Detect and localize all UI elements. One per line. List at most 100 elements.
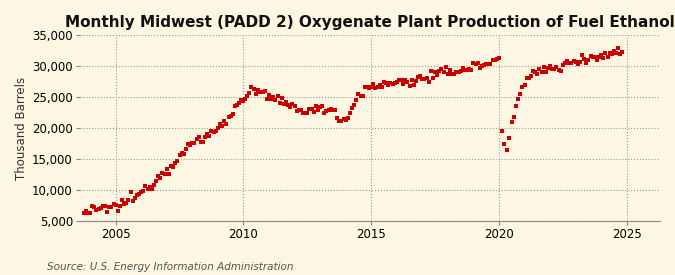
Point <box>206 129 217 133</box>
Point <box>270 98 281 102</box>
Point <box>523 76 534 81</box>
Point <box>539 65 549 70</box>
Point <box>115 204 126 208</box>
Point <box>425 69 436 74</box>
Point <box>434 69 445 74</box>
Point <box>464 67 475 71</box>
Point <box>298 111 308 115</box>
Point <box>506 120 517 124</box>
Point <box>485 62 496 66</box>
Point <box>217 124 227 128</box>
Point <box>159 172 170 177</box>
Point <box>576 53 587 57</box>
Point <box>321 109 332 114</box>
Point <box>304 107 315 111</box>
Point <box>308 110 319 114</box>
Point <box>146 186 157 191</box>
Point <box>221 122 232 126</box>
Point <box>123 198 134 202</box>
Point <box>534 67 545 71</box>
Point <box>89 205 100 210</box>
Point <box>489 58 500 63</box>
Point <box>248 87 259 92</box>
Point <box>163 171 174 176</box>
Point <box>589 55 600 59</box>
Point <box>591 58 602 62</box>
Point <box>196 139 207 144</box>
Point <box>543 66 554 71</box>
Point <box>493 56 504 60</box>
Point <box>266 96 277 101</box>
Point <box>487 57 498 62</box>
Point <box>468 61 479 65</box>
Point <box>481 62 491 66</box>
Point <box>187 141 198 145</box>
Point <box>609 49 620 53</box>
Point <box>574 59 585 64</box>
Point <box>268 95 279 99</box>
Point <box>244 90 254 95</box>
Point <box>528 69 539 73</box>
Point <box>257 89 268 94</box>
Point <box>336 119 347 123</box>
Point <box>80 209 91 213</box>
Point <box>193 135 204 139</box>
Point <box>219 119 230 123</box>
Point <box>530 70 541 74</box>
Point <box>251 92 262 96</box>
Point <box>170 161 181 165</box>
Point <box>82 211 93 215</box>
Point <box>310 104 321 108</box>
Point <box>572 62 583 66</box>
Point <box>458 66 468 70</box>
Point <box>136 189 146 194</box>
Point <box>246 85 256 90</box>
Point <box>202 132 213 136</box>
Point <box>479 63 489 67</box>
Point <box>366 84 377 89</box>
Point <box>517 85 528 89</box>
Point <box>604 51 615 55</box>
Point <box>587 55 598 59</box>
Point <box>87 204 98 208</box>
Point <box>225 113 236 118</box>
Point <box>362 85 373 90</box>
Point <box>462 68 472 72</box>
Point <box>364 86 375 90</box>
Point <box>466 68 477 72</box>
Point <box>232 103 242 107</box>
Point <box>317 104 327 108</box>
Point <box>344 111 355 115</box>
Point <box>325 107 336 111</box>
Point <box>617 50 628 54</box>
Point <box>138 189 148 193</box>
Point <box>568 58 579 63</box>
Point <box>117 198 128 202</box>
Point <box>368 82 379 86</box>
Point <box>385 81 396 85</box>
Point <box>451 69 462 74</box>
Point <box>261 97 272 101</box>
Point <box>510 103 521 108</box>
Point <box>508 115 519 119</box>
Point <box>302 111 313 115</box>
Point <box>174 153 185 157</box>
Point <box>410 79 421 83</box>
Point <box>560 60 570 65</box>
Point <box>227 112 238 116</box>
Point <box>613 46 624 51</box>
Point <box>370 86 381 90</box>
Point <box>119 202 130 206</box>
Point <box>440 65 451 70</box>
Point <box>475 65 485 70</box>
Point <box>455 69 466 74</box>
Point <box>140 183 151 188</box>
Point <box>570 60 581 64</box>
Point <box>161 167 172 172</box>
Point <box>513 96 524 101</box>
Point <box>541 70 551 75</box>
Point <box>208 130 219 134</box>
Point <box>491 57 502 61</box>
Point <box>213 125 223 130</box>
Point <box>238 99 249 104</box>
